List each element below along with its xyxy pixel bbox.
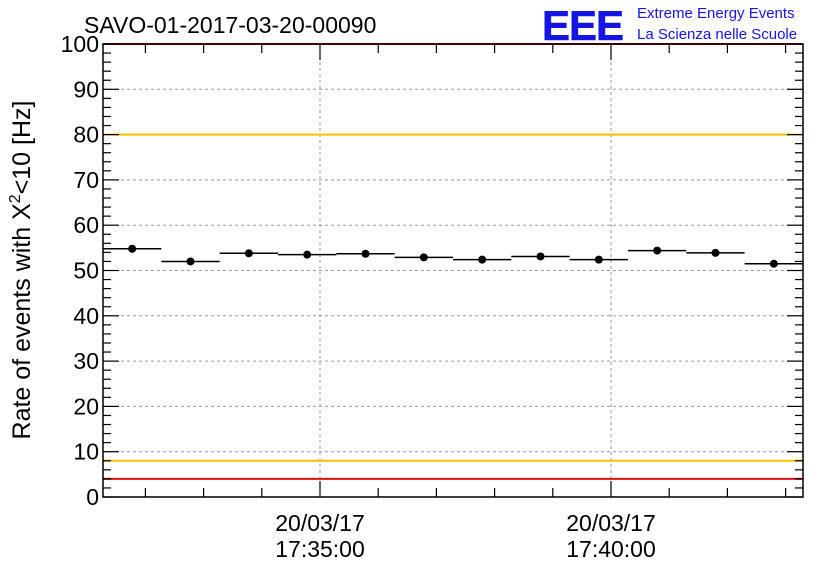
x-tick-label-date: 20/03/17 — [566, 510, 656, 536]
y-tick-label: 40 — [73, 303, 99, 329]
y-tick-label: 80 — [73, 122, 99, 148]
data-point — [419, 253, 428, 262]
x-tick-label-time: 17:40:00 — [566, 536, 656, 562]
data-point — [244, 249, 253, 258]
data-point — [653, 246, 662, 255]
data-point — [769, 259, 778, 268]
data-point — [536, 252, 545, 261]
y-axis-label-prefix: Rate of events with — [8, 220, 36, 440]
data-series — [103, 244, 803, 268]
y-tick-label: 30 — [73, 348, 99, 374]
tick-labels: 010203040506070809010020/03/1717:35:0020… — [61, 31, 656, 562]
y-tick-label: 50 — [73, 258, 99, 284]
data-point — [361, 249, 370, 258]
y-tick-label: 90 — [73, 76, 99, 102]
x-tick-label-time: 17:35:00 — [275, 536, 365, 562]
y-tick-label: 0 — [86, 484, 99, 510]
grid-lines — [103, 44, 803, 497]
chart-title: SAVO-01-2017-03-20-00090 — [84, 12, 376, 38]
eee-logo-line2: La Scienza nelle Scuole — [637, 26, 797, 43]
x-tick-label-date: 20/03/17 — [275, 510, 365, 536]
y-axis-label-suffix: <10 [Hz] — [8, 101, 36, 195]
y-tick-label: 60 — [73, 212, 99, 238]
y-tick-label: 10 — [73, 439, 99, 465]
eee-logo-line1: Extreme Energy Events — [637, 5, 795, 22]
y-tick-label: 70 — [73, 167, 99, 193]
eee-logo: EEE Extreme Energy Events La Scienza nel… — [542, 2, 797, 50]
y-tick-label: 20 — [73, 393, 99, 419]
data-point — [128, 244, 137, 253]
data-point — [594, 255, 603, 264]
axes — [102, 43, 804, 498]
data-point — [478, 255, 487, 264]
y-axis-label-chi: X — [8, 203, 36, 220]
y-tick-label: 100 — [61, 31, 99, 57]
y-axis-label-sup: 2 — [7, 194, 24, 203]
eee-logo-mark: EEE — [542, 2, 623, 49]
data-point — [186, 257, 195, 266]
data-point — [303, 250, 312, 259]
data-point — [711, 248, 720, 257]
y-axis-label: Rate of events with X2<10 [Hz] — [7, 101, 36, 440]
